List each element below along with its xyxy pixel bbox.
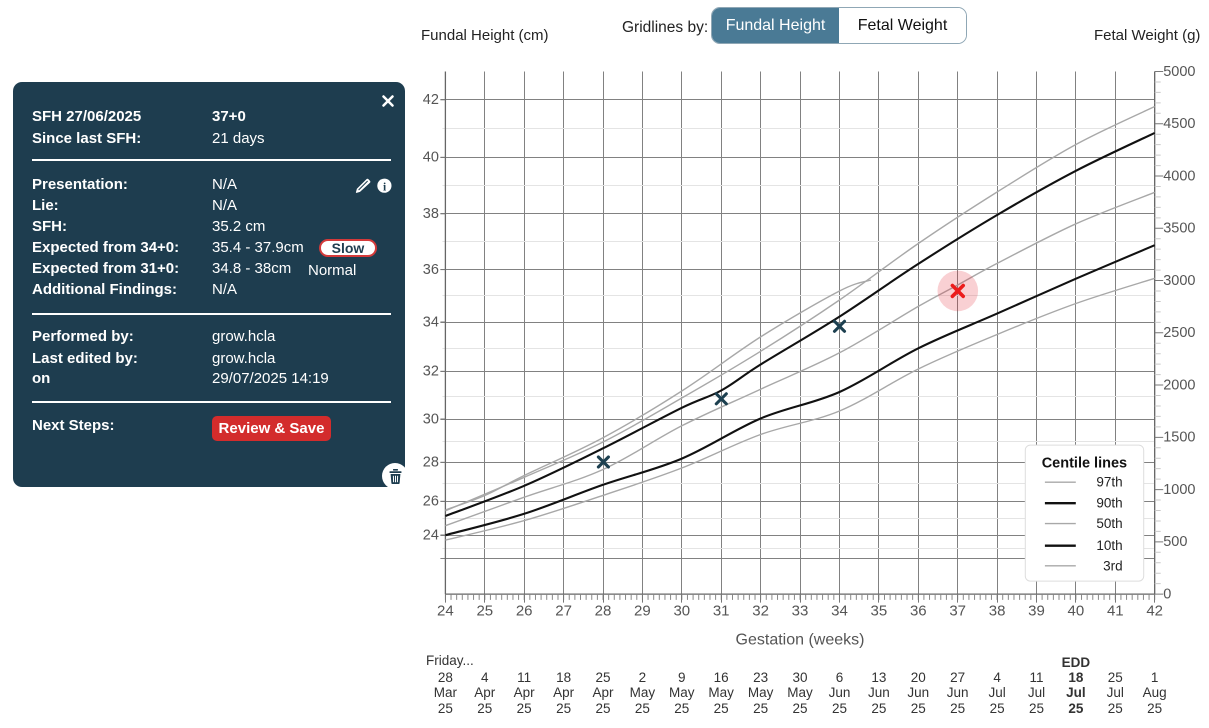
svg-text:500: 500 — [1163, 534, 1187, 550]
svg-text:32: 32 — [423, 364, 439, 380]
svg-text:30: 30 — [423, 411, 439, 427]
svg-text:31: 31 — [713, 603, 730, 620]
svg-text:5000: 5000 — [1163, 64, 1195, 80]
svg-text:32: 32 — [752, 603, 769, 620]
svg-text:35: 35 — [871, 603, 888, 620]
svg-text:42: 42 — [1146, 603, 1163, 620]
svg-text:24: 24 — [423, 527, 439, 543]
svg-text:29: 29 — [634, 603, 651, 620]
svg-text:4500: 4500 — [1163, 116, 1195, 132]
svg-text:3000: 3000 — [1163, 273, 1195, 289]
svg-text:36: 36 — [423, 262, 439, 278]
svg-text:38: 38 — [989, 603, 1006, 620]
svg-text:24: 24 — [437, 603, 454, 620]
svg-text:25: 25 — [476, 603, 493, 620]
svg-text:3500: 3500 — [1163, 221, 1195, 237]
svg-text:30: 30 — [673, 603, 690, 620]
svg-text:2500: 2500 — [1163, 325, 1195, 341]
svg-text:4000: 4000 — [1163, 168, 1195, 184]
svg-text:40: 40 — [423, 150, 439, 166]
svg-text:1000: 1000 — [1163, 482, 1195, 498]
svg-text:37: 37 — [949, 603, 966, 620]
svg-text:33: 33 — [792, 603, 809, 620]
svg-text:10th: 10th — [1096, 538, 1122, 553]
svg-text:41: 41 — [1107, 603, 1124, 620]
svg-text:90th: 90th — [1096, 496, 1122, 511]
svg-text:42: 42 — [423, 92, 439, 108]
svg-text:40: 40 — [1068, 603, 1085, 620]
svg-text:2000: 2000 — [1163, 377, 1195, 393]
svg-text:36: 36 — [910, 603, 927, 620]
svg-text:38: 38 — [423, 206, 439, 222]
svg-text:3rd: 3rd — [1103, 558, 1123, 573]
svg-text:Centile lines: Centile lines — [1042, 456, 1127, 472]
svg-text:i: i — [383, 181, 387, 193]
svg-text:0: 0 — [1163, 586, 1171, 602]
svg-text:28: 28 — [423, 455, 439, 471]
svg-text:39: 39 — [1028, 603, 1045, 620]
svg-text:50th: 50th — [1096, 516, 1122, 531]
svg-text:34: 34 — [423, 314, 439, 330]
svg-text:1500: 1500 — [1163, 430, 1195, 446]
svg-text:26: 26 — [423, 494, 439, 510]
svg-text:34: 34 — [831, 603, 848, 620]
svg-text:26: 26 — [516, 603, 533, 620]
svg-text:97th: 97th — [1096, 475, 1122, 490]
svg-text:Gestation (weeks): Gestation (weeks) — [736, 632, 865, 649]
svg-text:28: 28 — [595, 603, 612, 620]
svg-text:27: 27 — [555, 603, 572, 620]
